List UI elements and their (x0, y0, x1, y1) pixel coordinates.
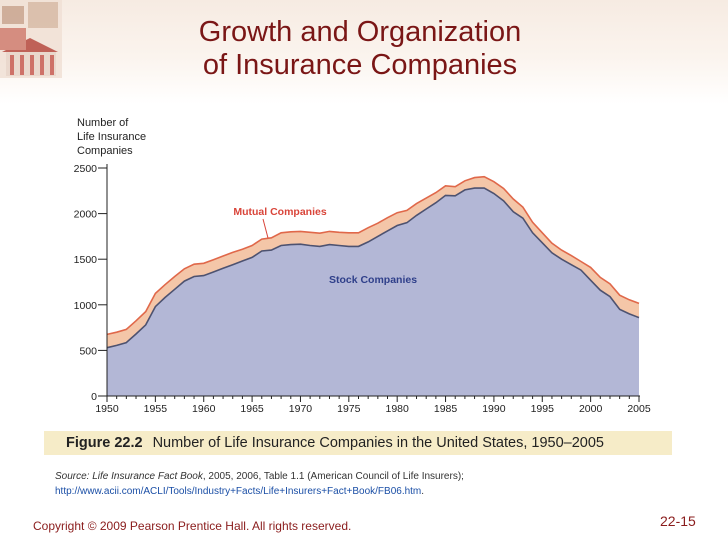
y-tick-label: 2000 (74, 209, 98, 221)
figure-label: Figure 22.2 (66, 435, 143, 451)
y-tick-label: 2500 (74, 163, 98, 175)
x-tick-label: 1970 (289, 403, 313, 415)
slide-title: Growth and Organization of Insurance Com… (150, 16, 570, 82)
source-text: , 2005, 2006, Table 1.1 (American Counci… (202, 471, 464, 482)
source-link[interactable]: http://www.acii.com/ACLI/Tools/Industry+… (55, 486, 422, 497)
slide-title-line2: of Insurance Companies (202, 49, 518, 81)
stock-companies-line (106, 187, 640, 349)
stock-companies-area (107, 188, 639, 396)
slide-title-line1: Growth and Organization (198, 16, 522, 48)
y-tick-label: 0 (91, 391, 97, 403)
y-axis-label-line: Life Insurance (77, 131, 147, 143)
source-end: . (421, 486, 425, 497)
x-tick-label: 2000 (579, 403, 603, 415)
y-axis-label-line: Number of (77, 117, 129, 129)
x-tick-label: 1975 (337, 403, 361, 415)
x-tick-label: 1955 (144, 403, 168, 415)
chart: 0 500 1000 1500 2000 2500 1950 1955 1960 1965 1970… (74, 163, 651, 415)
mutual-companies-line (106, 175, 640, 336)
y-axis-label: Number of Life Insurance Companies (77, 116, 146, 158)
y-tick-label: 500 (79, 345, 97, 357)
y-tick-label: 1500 (74, 254, 98, 266)
mutual-companies-annotation: Mutual Companies (233, 206, 327, 218)
source-note: Source: Life Insurance Fact Book, 2005, … (55, 469, 665, 499)
x-tick-label: 2005 (627, 403, 651, 415)
x-tick-label: 1965 (240, 403, 264, 415)
figure-caption-bar: Figure 22.2 Number of Life Insurance Comp… (44, 431, 672, 455)
source-italic: Source: Life Insurance Fact Book (55, 471, 203, 482)
figure-caption: Number of Life Insurance Companies in th… (152, 435, 604, 451)
x-tick-label: 1950 (95, 403, 119, 415)
y-axis-label-line: Companies (77, 145, 133, 157)
x-tick-label: 1990 (482, 403, 506, 415)
building-logo-icon (0, 0, 62, 78)
x-tick-label: 1985 (434, 403, 458, 415)
copyright: Copyright © 2009 Pearson Prentice Hall. … (33, 519, 352, 533)
x-tick-label: 1980 (386, 403, 410, 415)
stock-companies-annotation: Stock Companies (329, 274, 417, 286)
mutual-annotation-pointer (262, 218, 269, 239)
y-tick-label: 1000 (74, 300, 98, 312)
x-tick-label: 1995 (531, 403, 555, 415)
x-tick-label: 1960 (192, 403, 216, 415)
header-band (0, 0, 728, 104)
slide-number: 22-15 (660, 513, 696, 529)
